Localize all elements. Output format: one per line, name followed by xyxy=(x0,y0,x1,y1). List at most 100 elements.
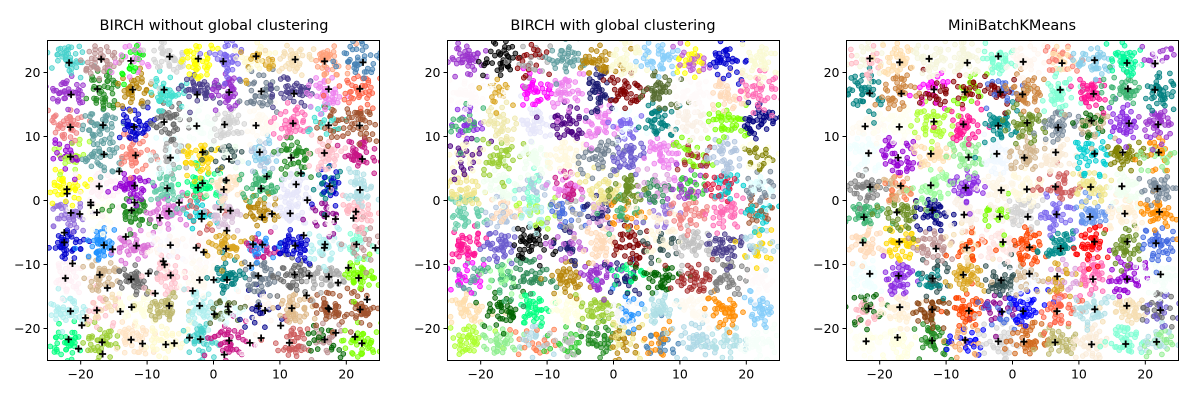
data-point xyxy=(233,165,239,171)
data-point xyxy=(71,329,78,336)
data-point xyxy=(217,100,223,106)
data-point xyxy=(259,112,266,118)
data-point xyxy=(222,80,228,87)
data-point xyxy=(354,228,361,235)
data-point xyxy=(165,168,172,175)
data-point xyxy=(163,247,169,254)
data-point xyxy=(149,179,156,186)
data-point xyxy=(132,133,139,139)
data-point xyxy=(294,139,301,146)
data-point xyxy=(486,325,493,332)
data-point xyxy=(328,134,335,140)
data-point xyxy=(119,144,126,150)
data-point xyxy=(368,268,375,275)
y-tick-label: −10 xyxy=(14,257,40,272)
data-point xyxy=(323,347,330,354)
data-point xyxy=(357,237,364,244)
data-point xyxy=(201,314,207,320)
data-point xyxy=(193,67,200,73)
data-point xyxy=(474,221,481,227)
data-point xyxy=(229,281,235,288)
data-point xyxy=(218,220,225,227)
data-point xyxy=(303,155,309,162)
data-point xyxy=(170,121,177,127)
data-point xyxy=(59,296,66,303)
data-point xyxy=(196,347,202,354)
data-point xyxy=(486,256,492,262)
data-point xyxy=(321,189,327,195)
data-point xyxy=(454,90,461,97)
data-point xyxy=(281,186,287,193)
data-point xyxy=(315,106,321,112)
data-point xyxy=(194,330,200,337)
data-point xyxy=(89,77,95,83)
data-point xyxy=(352,169,359,176)
data-point xyxy=(59,50,66,57)
data-point xyxy=(160,80,167,87)
data-point xyxy=(156,265,163,272)
data-point xyxy=(86,48,93,55)
data-point xyxy=(103,181,110,187)
data-point xyxy=(252,93,259,100)
data-point xyxy=(152,223,159,230)
data-point xyxy=(245,160,252,166)
data-point xyxy=(147,152,154,158)
data-point xyxy=(211,80,218,86)
data-point xyxy=(162,283,169,290)
data-point xyxy=(273,206,279,212)
data-point xyxy=(214,182,221,188)
data-point xyxy=(66,181,73,188)
data-point xyxy=(259,288,266,295)
data-point xyxy=(219,144,226,151)
data-point xyxy=(104,78,110,85)
data-point xyxy=(326,138,332,145)
data-point xyxy=(251,153,258,160)
data-point xyxy=(52,166,59,173)
data-point xyxy=(204,71,210,78)
data-point xyxy=(86,308,92,314)
data-point xyxy=(500,203,507,210)
data-point xyxy=(331,180,337,187)
data-point xyxy=(123,114,130,120)
data-point xyxy=(89,243,96,250)
data-point xyxy=(79,156,86,163)
data-point xyxy=(192,194,198,201)
data-point xyxy=(466,160,473,167)
data-point xyxy=(135,256,141,262)
data-point xyxy=(236,309,243,316)
data-point xyxy=(86,127,93,133)
data-point xyxy=(96,75,103,82)
data-point xyxy=(501,253,507,260)
data-point xyxy=(184,190,191,196)
data-point xyxy=(254,133,260,139)
data-point xyxy=(336,226,342,233)
data-point xyxy=(50,85,56,92)
data-point xyxy=(188,254,195,260)
data-point xyxy=(508,260,515,267)
data-point xyxy=(461,205,468,212)
data-point xyxy=(116,291,123,297)
data-point xyxy=(372,121,379,128)
data-point xyxy=(233,181,239,188)
data-point xyxy=(454,106,461,113)
data-point xyxy=(460,301,467,308)
data-point xyxy=(511,126,517,132)
data-point xyxy=(317,135,324,142)
data-point xyxy=(51,179,58,186)
data-point xyxy=(157,272,164,278)
data-point xyxy=(480,136,486,143)
data-point xyxy=(99,213,106,220)
data-point xyxy=(72,339,78,346)
data-point xyxy=(126,74,133,80)
chart-title: BIRCH without global clustering xyxy=(100,18,329,34)
data-point xyxy=(481,189,488,195)
data-point xyxy=(499,179,506,186)
data-point xyxy=(262,324,268,331)
data-point xyxy=(480,105,487,111)
data-point xyxy=(73,121,79,128)
data-point xyxy=(184,76,190,83)
data-point xyxy=(508,86,515,92)
data-point xyxy=(209,269,215,276)
data-point xyxy=(201,340,207,347)
data-point xyxy=(238,49,244,55)
